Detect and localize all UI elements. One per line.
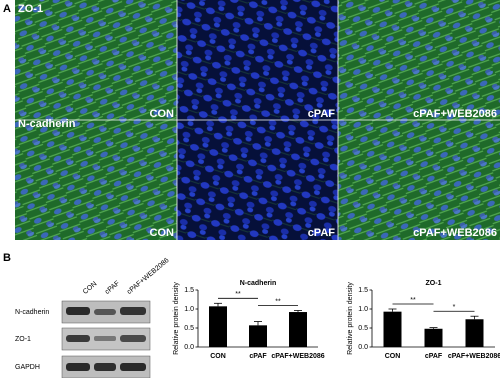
row-label: N-cadherin bbox=[18, 118, 76, 130]
micrograph bbox=[177, 0, 338, 120]
y-tick-label: 1.5 bbox=[184, 287, 194, 294]
y-tick-label: 0.5 bbox=[358, 325, 368, 332]
chart-title: N-cadherin bbox=[240, 280, 277, 287]
condition-label: CON bbox=[150, 108, 175, 120]
x-tick-label: CON bbox=[210, 353, 226, 360]
chart-title: ZO-1 bbox=[426, 280, 442, 287]
significance-label: ** bbox=[235, 291, 241, 298]
condition-label: cPAF+WEB2086 bbox=[413, 227, 497, 239]
bar bbox=[424, 328, 443, 347]
micrograph bbox=[338, 120, 500, 240]
x-tick-label: cPAF+WEB2086 bbox=[448, 353, 500, 360]
x-tick-label: cPAF+WEB2086 bbox=[271, 353, 324, 360]
y-tick-label: 1.0 bbox=[184, 306, 194, 313]
bar bbox=[465, 319, 484, 347]
x-tick-label: cPAF bbox=[425, 353, 443, 360]
bar bbox=[289, 312, 307, 347]
significance-label: ** bbox=[410, 297, 416, 304]
micrograph bbox=[177, 120, 338, 240]
protein-label: GAPDH bbox=[15, 364, 40, 371]
micrograph bbox=[338, 0, 500, 120]
row-label: ZO-1 bbox=[18, 3, 43, 15]
bar bbox=[209, 306, 227, 347]
lane-label: CON bbox=[82, 281, 98, 296]
y-tick-label: 0.0 bbox=[358, 344, 368, 351]
lane-label: cPAF bbox=[104, 280, 121, 296]
lane-label: cPAF+WEB2086 bbox=[126, 257, 171, 296]
protein-label: ZO-1 bbox=[15, 336, 31, 343]
panel-label: A bbox=[3, 3, 11, 15]
bar bbox=[383, 311, 402, 347]
micrograph bbox=[15, 120, 177, 240]
protein-label: N-cadherin bbox=[15, 309, 49, 316]
condition-label: cPAF bbox=[308, 108, 336, 120]
y-axis-label: Relative protein density bbox=[347, 282, 354, 355]
western-blot: CON cPAF cPAF+WEB2086 N-cadherin ZO-1 GA… bbox=[15, 257, 171, 378]
micrograph bbox=[15, 0, 177, 120]
micrographs bbox=[15, 0, 500, 240]
y-tick-label: 0.5 bbox=[184, 325, 194, 332]
y-tick-label: 0.0 bbox=[184, 344, 194, 351]
y-tick-label: 1.0 bbox=[358, 306, 368, 313]
x-tick-label: cPAF bbox=[249, 353, 267, 360]
panel-label: B bbox=[3, 252, 11, 264]
condition-label: cPAF bbox=[308, 227, 336, 239]
bar bbox=[249, 325, 267, 347]
condition-label: CON bbox=[150, 227, 175, 239]
significance-label: ** bbox=[275, 298, 281, 305]
condition-label: cPAF+WEB2086 bbox=[413, 108, 497, 120]
y-tick-label: 1.5 bbox=[358, 287, 368, 294]
x-tick-label: CON bbox=[385, 353, 401, 360]
y-axis-label: Relative protein density bbox=[173, 282, 180, 355]
significance-label: * bbox=[453, 304, 456, 311]
